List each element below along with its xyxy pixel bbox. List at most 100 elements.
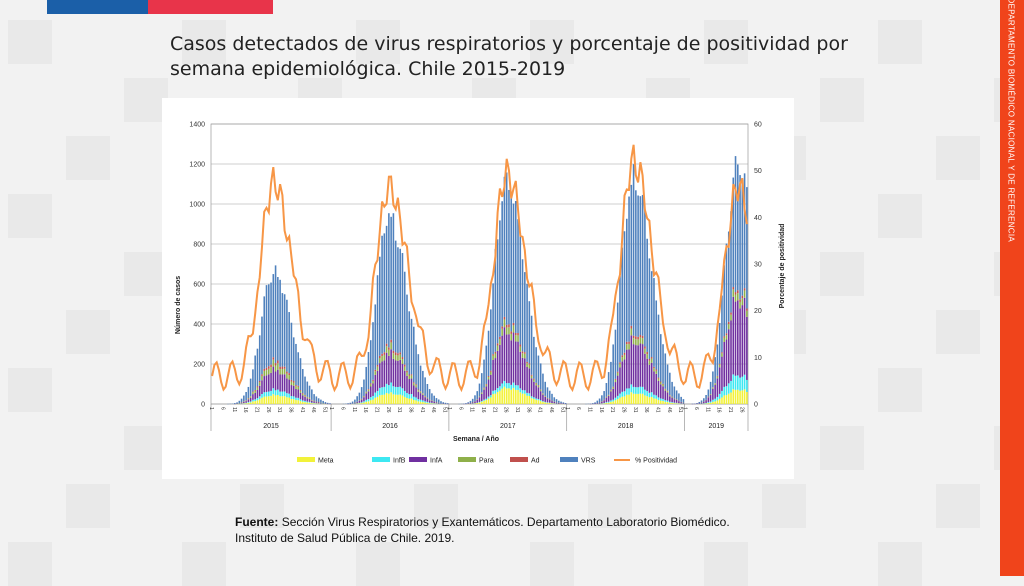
bar-para xyxy=(248,398,250,399)
bar-ad xyxy=(284,367,286,369)
source-text: Sección Virus Respiratorios y Exantemáti… xyxy=(282,515,730,529)
bar-infa xyxy=(286,378,288,393)
bar-para xyxy=(519,347,521,352)
bar-vrs xyxy=(327,403,329,404)
bar-para xyxy=(544,396,546,397)
bar-infa xyxy=(483,390,485,400)
bar-infb xyxy=(721,391,723,398)
bar-infa xyxy=(628,349,630,388)
bar-vrs xyxy=(288,312,290,373)
y2-axis-label: Porcentaje de positividad xyxy=(779,224,786,309)
bar-meta xyxy=(665,402,667,404)
bar-vrs xyxy=(447,403,449,404)
bar-vrs xyxy=(499,220,501,336)
bar-ad xyxy=(522,351,524,353)
bar-infb xyxy=(418,399,420,401)
bar-infa xyxy=(277,370,279,390)
bar-infb xyxy=(368,399,370,401)
bar-para xyxy=(662,384,664,386)
bar-infa xyxy=(556,402,558,403)
bar-vrs xyxy=(608,372,610,395)
bar-infa xyxy=(270,373,272,391)
brand-bar-red xyxy=(148,0,273,14)
bar-infa xyxy=(662,386,664,399)
x-tick-label: 36 xyxy=(525,407,531,413)
bar-meta xyxy=(515,390,517,404)
bar-infa xyxy=(266,375,268,392)
bar-vrs xyxy=(626,219,628,342)
bar-infb xyxy=(297,398,299,400)
bar-meta xyxy=(640,394,642,404)
bar-para xyxy=(275,366,277,372)
bar-meta xyxy=(737,390,739,404)
bar-infa xyxy=(363,397,365,401)
bar-vrs xyxy=(660,334,662,381)
bar-vrs xyxy=(390,217,392,340)
background-tile xyxy=(936,136,980,180)
bar-meta xyxy=(268,396,270,404)
bar-infa xyxy=(361,400,363,403)
bar-meta xyxy=(397,395,399,404)
background-tile xyxy=(356,542,400,586)
bar-meta xyxy=(490,397,492,404)
bar-vrs xyxy=(558,401,560,403)
x-tick-label: 46 xyxy=(548,407,554,413)
bar-infa xyxy=(245,401,247,403)
bar-meta xyxy=(365,402,367,404)
bar-meta xyxy=(388,394,390,404)
bar-ad xyxy=(621,355,623,357)
bar-ad xyxy=(612,387,614,388)
bar-vrs xyxy=(594,402,596,403)
bar-vrs xyxy=(361,387,363,399)
bar-meta xyxy=(476,403,478,404)
y-tick-label: 400 xyxy=(193,322,205,329)
bar-ad xyxy=(404,365,406,367)
bar-infb xyxy=(302,400,304,401)
bar-infa xyxy=(529,368,531,393)
bar-vrs xyxy=(295,344,297,385)
x-tick-label: 31 xyxy=(276,407,282,413)
bar-ad xyxy=(372,380,374,381)
bar-vrs xyxy=(501,201,503,326)
bar-infb xyxy=(390,382,392,392)
bar-vrs xyxy=(388,213,390,347)
bar-infa xyxy=(508,334,510,383)
bar-meta xyxy=(538,400,540,404)
bar-meta xyxy=(266,396,268,404)
bar-vrs xyxy=(329,403,331,404)
bar-meta xyxy=(549,403,551,404)
bar-vrs xyxy=(322,401,324,403)
bar-ad xyxy=(393,351,395,353)
bar-meta xyxy=(712,402,714,404)
bar-infb xyxy=(261,394,263,398)
bar-meta xyxy=(606,403,608,404)
bar-infb xyxy=(273,388,275,394)
bar-vrs xyxy=(524,272,526,352)
bar-vrs xyxy=(674,386,676,398)
bar-infa xyxy=(436,402,438,403)
bar-infa xyxy=(717,378,719,397)
bar-meta xyxy=(399,395,401,404)
bar-infb xyxy=(635,387,637,394)
bar-infb xyxy=(642,387,644,394)
bar-vrs xyxy=(273,274,275,357)
bar-infa xyxy=(703,402,705,404)
bar-ad xyxy=(277,361,279,364)
bar-para xyxy=(531,376,533,379)
x-tick-label: 21 xyxy=(374,407,380,413)
bar-para xyxy=(286,374,288,379)
bar-infb xyxy=(415,397,417,400)
bar-vrs xyxy=(374,304,376,369)
bar-para xyxy=(510,334,512,340)
bar-meta xyxy=(744,389,746,404)
bar-infa xyxy=(406,376,408,393)
bar-infa xyxy=(495,358,497,390)
bar-infb xyxy=(413,397,415,400)
bar-infa xyxy=(377,371,379,391)
bar-vrs xyxy=(386,226,388,344)
bar-para xyxy=(384,355,386,360)
bar-infb xyxy=(719,394,721,399)
bar-ad xyxy=(517,333,519,335)
bar-meta xyxy=(368,401,370,404)
bar-vrs xyxy=(551,394,553,401)
